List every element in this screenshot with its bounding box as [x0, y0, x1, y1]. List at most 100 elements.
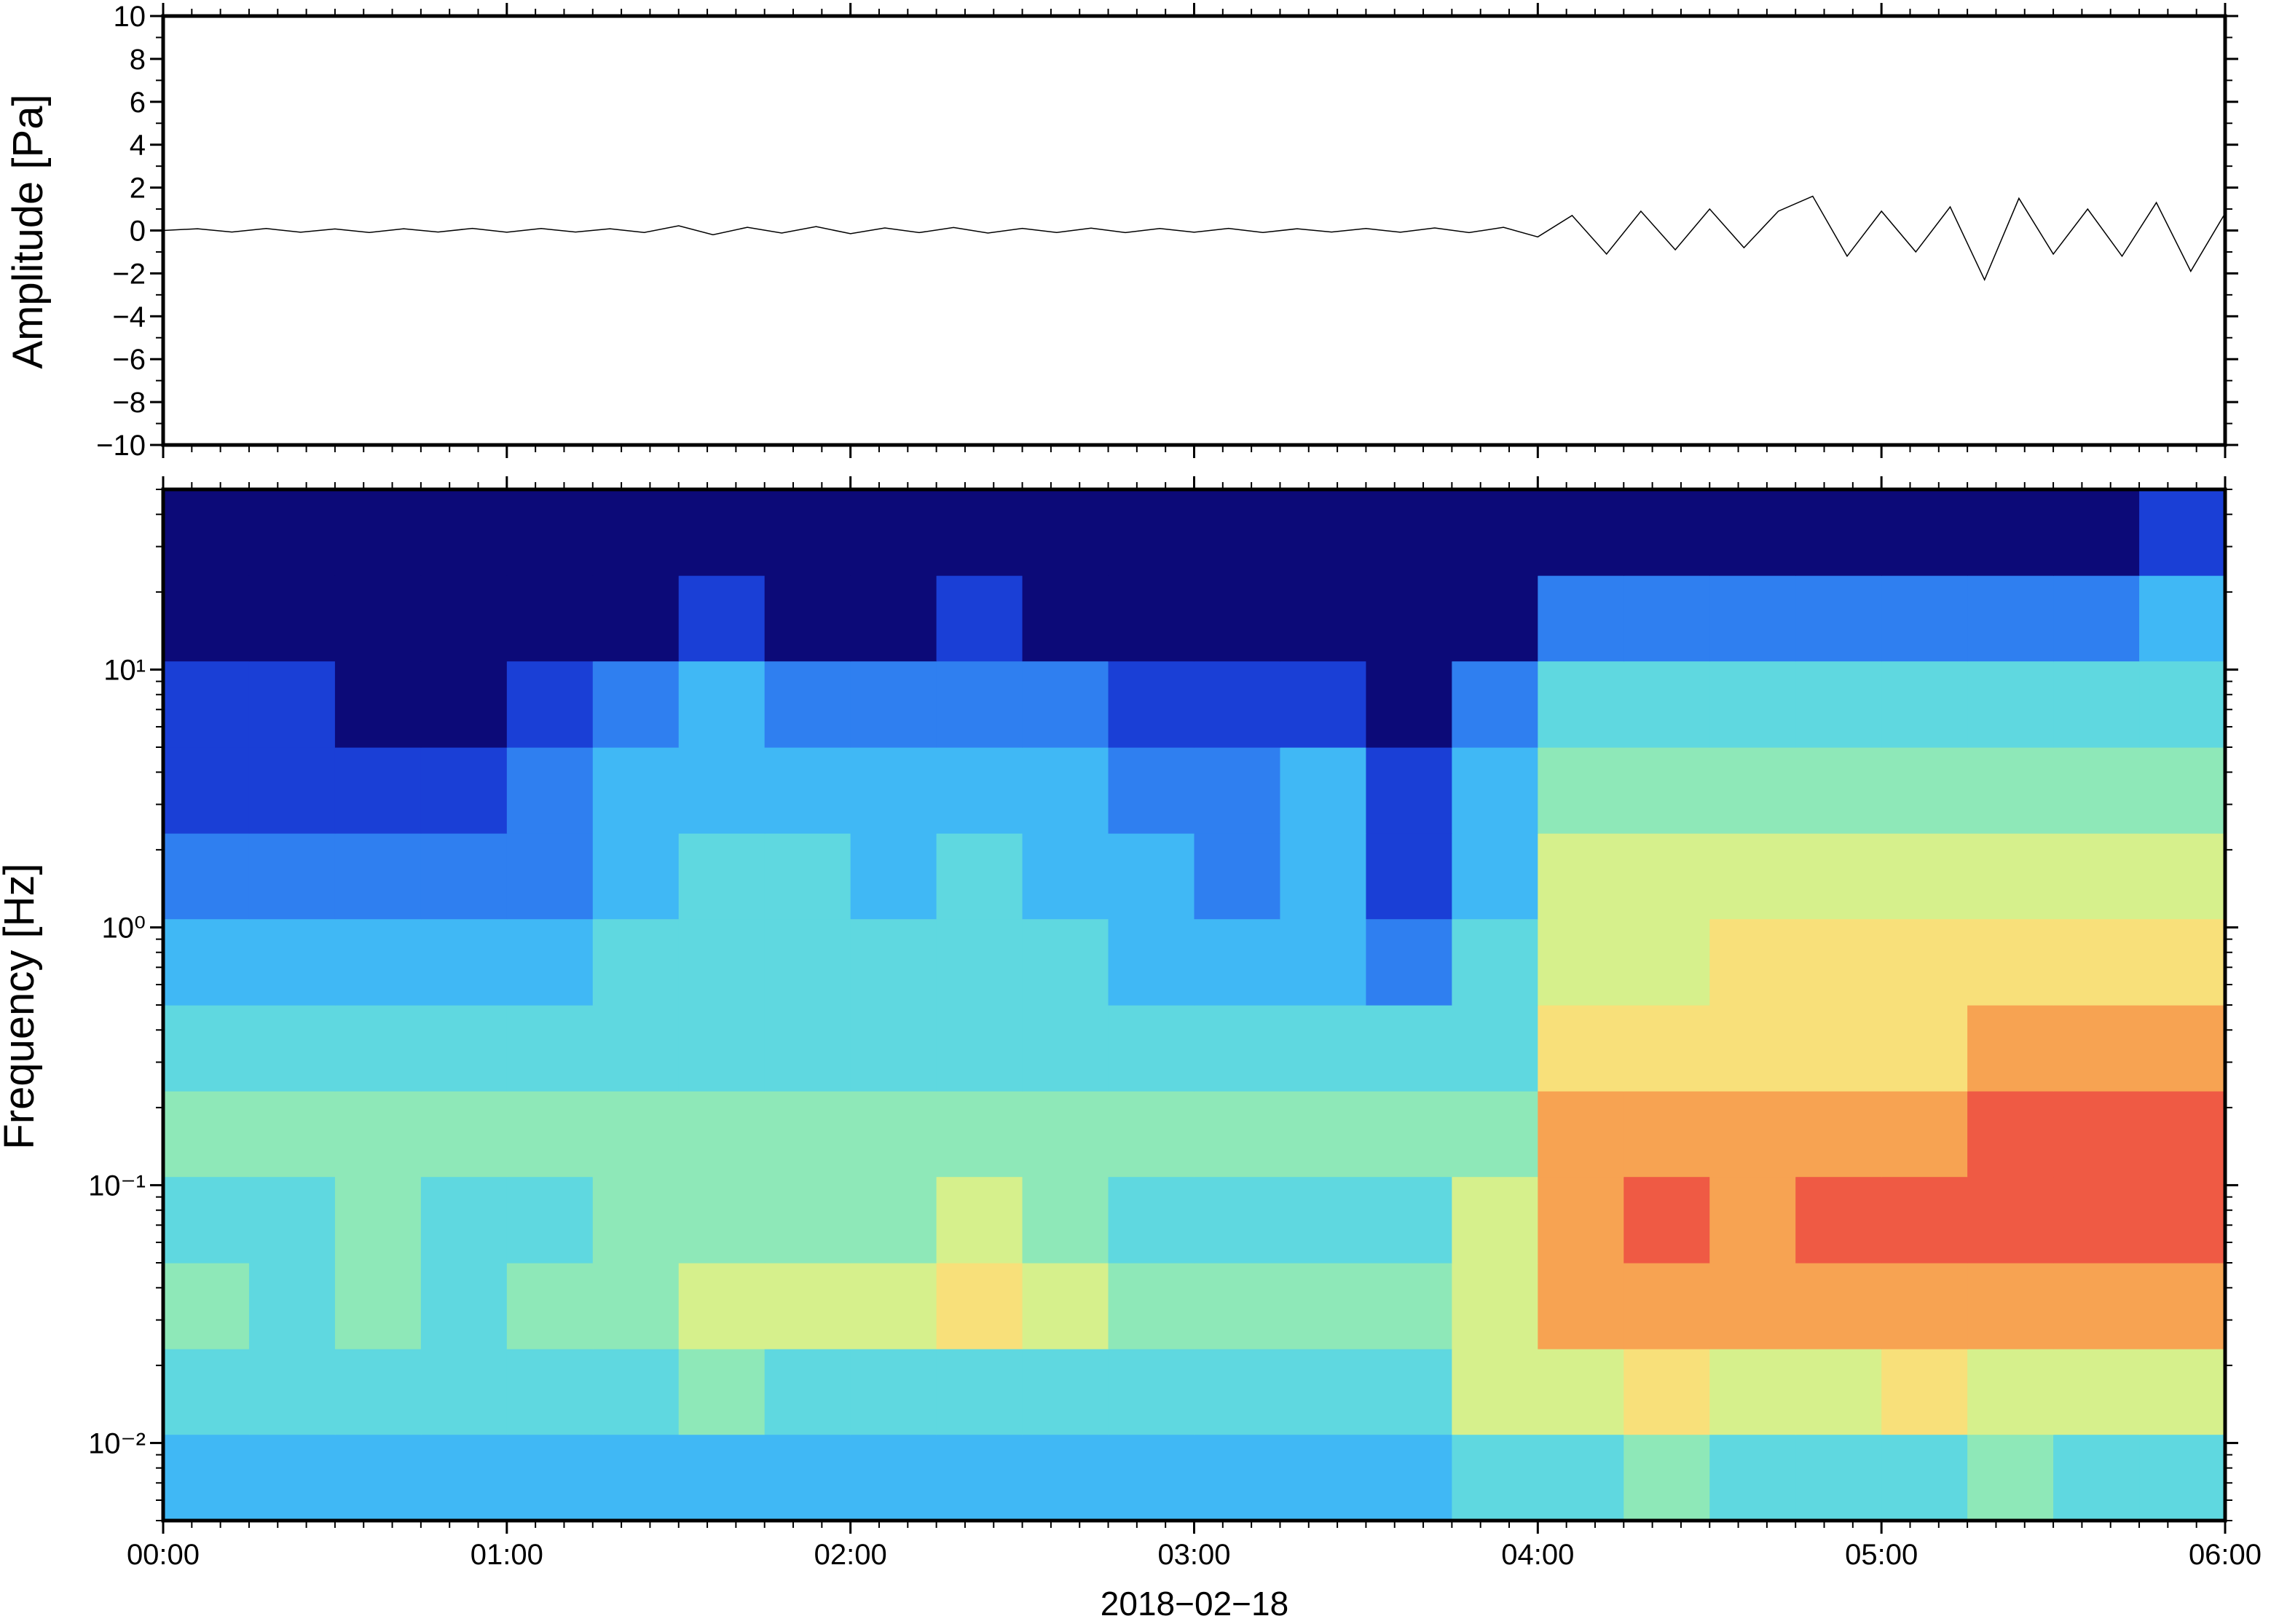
spectrogram-cell — [1366, 489, 1452, 576]
spectrogram-cell — [764, 918, 851, 1006]
spectrogram-cell — [420, 575, 508, 662]
spectrogram-cell — [678, 661, 765, 748]
spectrogram-cell — [1967, 489, 2054, 576]
spectrogram-cell — [1366, 575, 1452, 662]
spectrogram-cell — [2139, 575, 2226, 662]
plot-frame — [161, 487, 2227, 1523]
spectrogram-cell — [2053, 918, 2140, 1006]
spectrogram-cell — [1538, 1005, 1624, 1092]
spectrogram-cell — [592, 1176, 680, 1264]
spectrogram-cell — [1108, 1005, 1195, 1092]
spectrogram-cell — [1538, 833, 1624, 920]
spectrogram-cell — [764, 575, 851, 662]
spectrogram-cell — [334, 833, 422, 920]
x-tick-label: 04:00 — [1501, 1539, 1574, 1571]
y-tick-label: 6 — [130, 87, 146, 119]
spectrogram-cell — [1881, 1176, 1968, 1264]
spectrogram-cell — [1623, 747, 1710, 834]
spectrogram-cell — [1108, 489, 1195, 576]
spectrogram-cell — [2053, 489, 2140, 576]
spectrogram-cell — [936, 1434, 1023, 1521]
spectrogram-cell — [334, 918, 422, 1006]
spectrogram-cell — [420, 918, 508, 1006]
spectrogram-cell — [1280, 747, 1367, 834]
spectrogram-cell — [678, 1176, 765, 1264]
spectrogram-cell — [506, 1349, 594, 1435]
spectrogram-cell — [1022, 1005, 1109, 1092]
spectrogram-cell — [163, 833, 250, 920]
spectrogram-cell — [1881, 661, 1968, 748]
spectrogram-cell — [163, 747, 250, 834]
spectrogram-cell — [506, 1091, 594, 1178]
spectrogram-cell — [248, 661, 336, 748]
spectrogram-cell — [1623, 1176, 1710, 1264]
spectrogram-cell — [1795, 575, 1882, 662]
spectrogram-cell — [1538, 575, 1624, 662]
spectrogram-cell — [506, 1005, 594, 1092]
spectrogram-cell — [764, 833, 851, 920]
spectrogram-cell — [420, 833, 508, 920]
spectrogram-cell — [1366, 833, 1452, 920]
spectrogram-cell — [1194, 1263, 1281, 1349]
spectrogram-cell — [1366, 918, 1452, 1006]
spectrogram-cell — [936, 1263, 1023, 1349]
spectrogram-cell — [1280, 1005, 1367, 1092]
spectrogram-cell — [1881, 833, 1968, 920]
spectrogram-cell — [936, 661, 1023, 748]
spectrogram-cell — [1967, 575, 2054, 662]
y-tick-label: −2 — [112, 258, 146, 290]
spectrogram-cell — [1366, 1091, 1452, 1178]
spectrogram-cell — [1967, 747, 2054, 834]
spectrogram-cell — [1022, 661, 1109, 748]
spectrogram-cell — [2053, 1349, 2140, 1435]
spectrogram-cell — [1795, 1434, 1882, 1521]
y-tick-label: 10 — [114, 1, 146, 33]
spectrogram-cell — [592, 1263, 680, 1349]
spectrogram-cell — [936, 1176, 1023, 1264]
spectrogram-cell — [1709, 489, 1796, 576]
spectrogram-cell — [2139, 1263, 2226, 1349]
spectrogram-cell — [1022, 1091, 1109, 1178]
spectrogram-cell — [764, 489, 851, 576]
spectrogram-cell — [850, 1176, 937, 1264]
spectrogram-cell — [1194, 575, 1281, 662]
spectrogram-cell — [936, 1349, 1023, 1435]
x-tick-label: 06:00 — [2189, 1539, 2262, 1571]
spectrogram-cell — [1795, 1005, 1882, 1092]
spectrogram-cell — [2139, 661, 2226, 748]
spectrogram-cell — [1881, 1434, 1968, 1521]
spectrogram-cell — [764, 1005, 851, 1092]
spectrogram-cell — [1280, 661, 1367, 748]
spectrogram-cell — [1709, 1434, 1796, 1521]
spectrogram-cell — [1194, 918, 1281, 1006]
spectrogram-cell — [592, 575, 680, 662]
spectrogram-cell — [163, 575, 250, 662]
spectrogram-cell — [1452, 1434, 1538, 1521]
spectrogram-cell — [2053, 1005, 2140, 1092]
spectrogram-cell — [1022, 1263, 1109, 1349]
spectrogram-cell — [1709, 1005, 1796, 1092]
spectrogram-cell — [1022, 747, 1109, 834]
spectrogram-cell — [163, 1263, 250, 1349]
spectrogram-cell — [1795, 747, 1882, 834]
spectrogram-cell — [764, 1176, 851, 1264]
spectrogram-cell — [1194, 833, 1281, 920]
spectrogram-cell — [1194, 1349, 1281, 1435]
spectrogram-cell — [1366, 1176, 1452, 1264]
spectrogram-cell — [1538, 747, 1624, 834]
spectrogram-cell — [678, 1349, 765, 1435]
spectrogram-cell — [506, 747, 594, 834]
spectrogram-cell — [592, 747, 680, 834]
spectrogram-cell — [1623, 1434, 1710, 1521]
spectrogram-cell — [1280, 489, 1367, 576]
spectrogram-cell — [1108, 747, 1195, 834]
spectrogram-cell — [1280, 833, 1367, 920]
spectrogram-cell — [936, 1005, 1023, 1092]
spectrogram-cell — [1967, 1091, 2054, 1178]
spectrogram-cell — [2139, 489, 2226, 576]
spectrogram-cell — [1538, 1434, 1624, 1521]
spectrogram-cell — [506, 1434, 594, 1521]
spectrogram-cell — [334, 1434, 422, 1521]
spectrogram-cell — [2053, 661, 2140, 748]
spectrogram-cell — [1795, 918, 1882, 1006]
